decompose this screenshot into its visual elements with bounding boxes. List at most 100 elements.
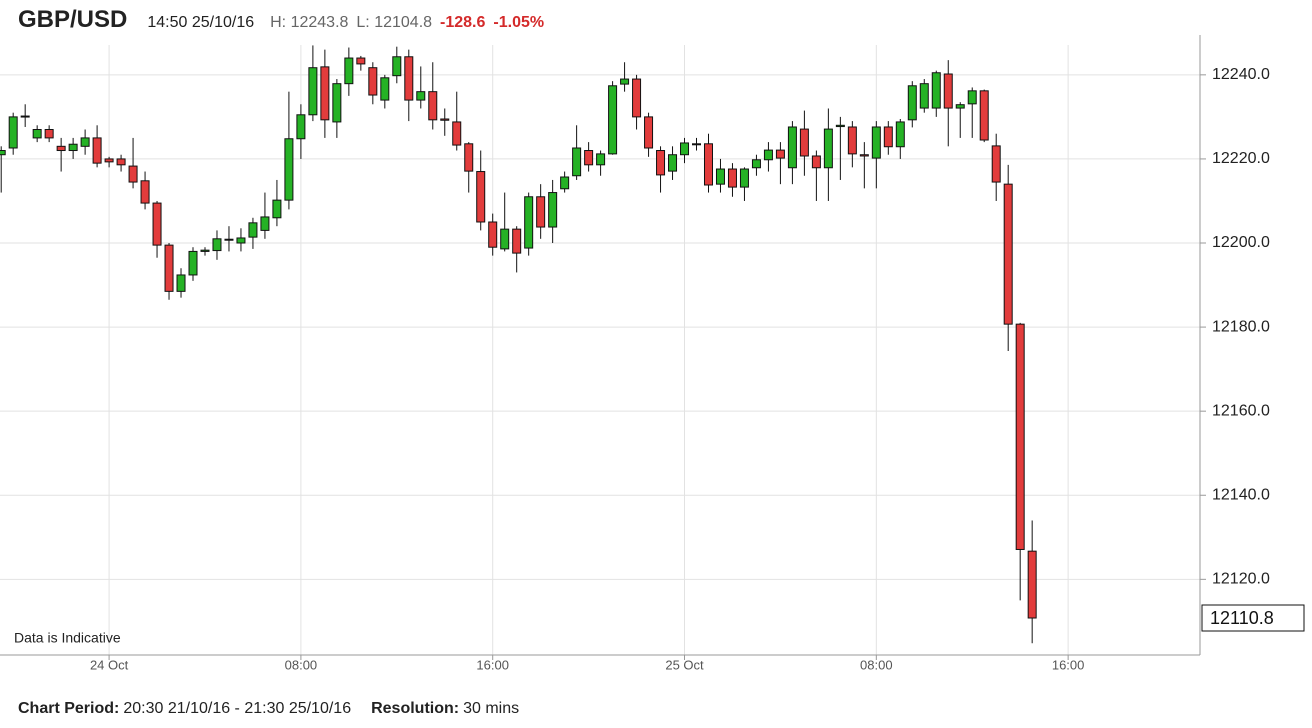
candle-body [224,238,234,241]
y-tick-label: 12180.0 [1212,318,1270,335]
y-tick-label: 12220.0 [1212,150,1270,167]
candle-body [943,73,953,109]
candle-body [344,57,354,85]
low: L: 12104.8 [356,14,433,31]
candle-body [200,249,210,252]
candle-body [212,238,222,252]
candle-body [128,165,138,183]
title: GBP/USD [18,6,128,33]
candle-body [560,176,570,190]
x-tick-label: 24 Oct [90,657,129,672]
candle-body [248,222,258,238]
candle-body [775,149,785,159]
candle-body [536,196,546,228]
candle-body [799,128,809,157]
header: GBP/USD 14:50 25/10/16 H: 12243.8 L: 121… [18,6,552,38]
candle-body [476,171,486,223]
candle-body [715,168,725,185]
y-tick-label: 12120.0 [1212,571,1270,588]
high: H: 12243.8 [270,14,349,31]
candle-body [751,159,761,169]
candle-body [991,145,1001,183]
candle-body [931,72,941,109]
candle-body [644,116,654,149]
candle-body [104,158,114,163]
candle-body [392,56,402,77]
x-tick-label: 25 Oct [665,657,704,672]
x-tick-label: 08:00 [860,657,893,672]
x-tick-label: 16:00 [476,657,509,672]
period-label: Chart Period: [18,700,120,717]
change-pct: -1.05% [493,14,545,31]
candle-body [668,154,678,172]
x-tick-label: 16:00 [1052,657,1085,672]
candle-body [787,126,797,169]
candle-body [847,126,857,155]
candle-body [320,66,330,121]
candle-body [811,155,821,169]
candle-body [44,129,54,139]
candle-body [68,143,78,152]
candle-body [596,153,606,166]
candle-body [680,142,690,156]
candle-body [919,83,929,109]
candle-body [296,114,306,140]
candle-body [80,137,90,147]
candle-body [272,199,282,219]
candle-body [440,118,450,121]
candle-body [380,77,390,101]
candle-body [967,90,977,105]
candle-body [404,56,414,101]
candle-body [140,180,150,204]
resolution-label: Resolution: [371,700,460,717]
candle-body [907,85,917,121]
candle-body [979,90,989,141]
candle-body [356,57,366,65]
candle-body [620,78,630,85]
candle-body [332,83,342,123]
annotation: Data is Indicative [14,630,121,646]
change: -128.6 [440,14,486,31]
candle-body [188,250,198,276]
candle-body [835,124,845,128]
candle-body [152,202,162,246]
candle-body [8,116,18,149]
y-tick-label: 12140.0 [1212,486,1270,503]
resolution: 30 mins [463,700,520,717]
y-tick-label: 12160.0 [1212,402,1270,419]
candle-body [176,274,186,292]
last-price-label: 12110.8 [1210,608,1274,628]
last-price-box [1201,604,1305,632]
candle-body [727,168,737,188]
candle-body [236,237,246,244]
x-tick-label: 08:00 [285,657,318,672]
candle-body [692,143,702,146]
candle-body [548,192,558,228]
candle-body [632,78,642,118]
chart: 12120.0 12140.0 12160.0 12180.0 12200.0 12220… [0,35,1305,672]
candle-body [488,221,498,248]
candle-body [368,67,378,96]
candle-body [284,138,294,201]
candle-body [116,158,126,166]
candle-body [608,85,618,155]
y-tick-label: 12240.0 [1212,66,1270,83]
candle-body [823,128,833,169]
candle-body [1027,550,1037,619]
candle-body [871,126,881,159]
candle-body [416,91,426,101]
candle-body [164,244,174,292]
candle-body [584,150,594,166]
candle-body [955,104,965,109]
candle-body [703,143,713,186]
candle-body [1015,323,1025,550]
candle-body [260,216,270,231]
candle-body [92,137,102,164]
candle-body [308,67,318,116]
candle-body [452,121,462,146]
candle-body [32,129,42,139]
candle-body [0,150,6,156]
candle-body [512,228,522,254]
footer: Chart Period: 20:30 21/10/16 - 21:30 25/… [18,700,519,718]
